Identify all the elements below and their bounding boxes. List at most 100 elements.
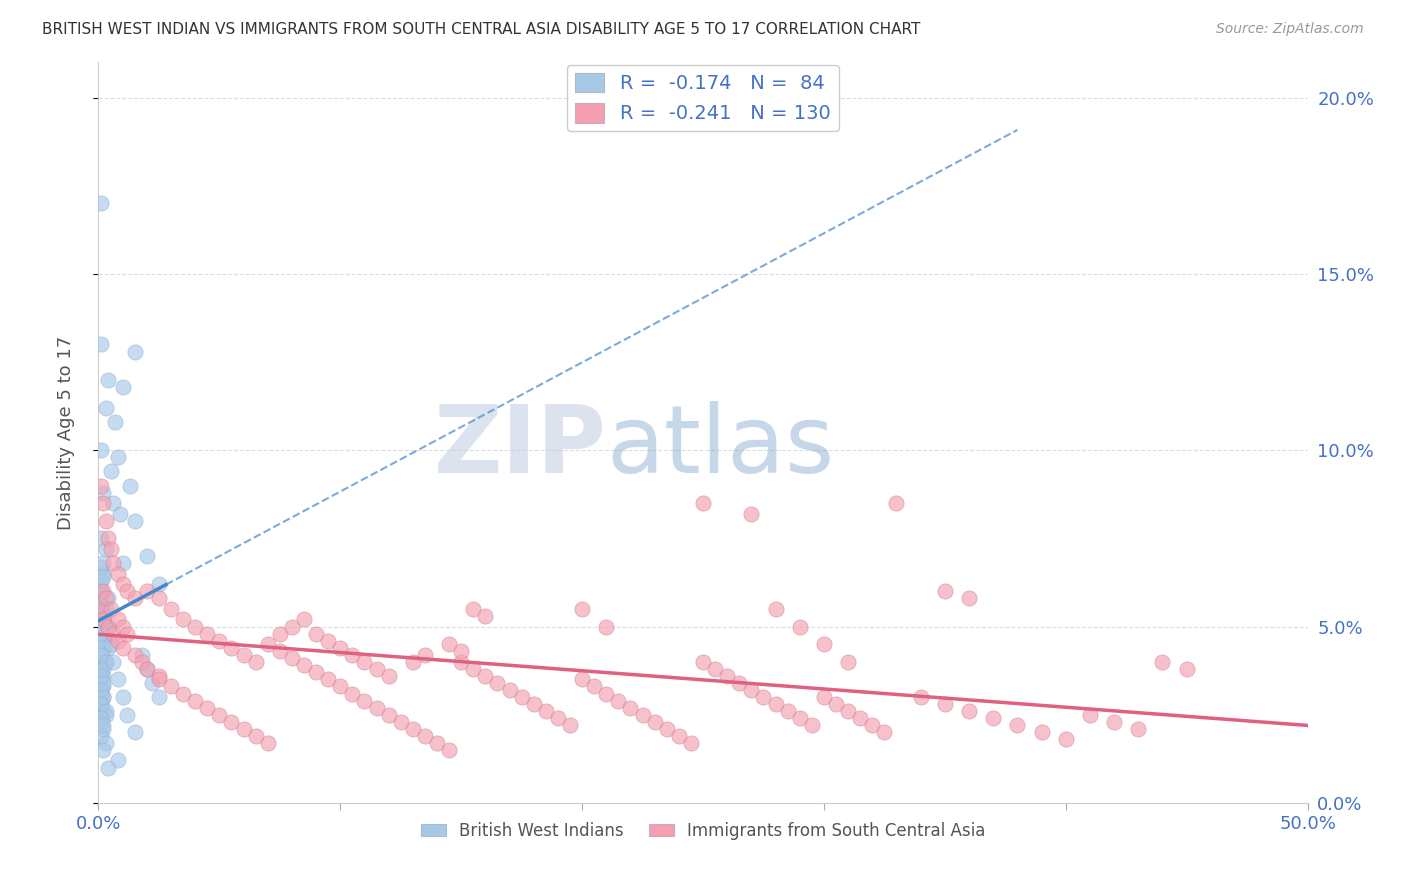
Point — [329, 680, 352, 694]
Point — [910, 690, 932, 704]
Point — [90, 729, 112, 743]
Point — [269, 644, 291, 658]
Point — [160, 680, 183, 694]
Point — [90, 602, 112, 616]
Point — [172, 612, 194, 626]
Point — [837, 704, 859, 718]
Point — [91, 704, 114, 718]
Point — [668, 729, 690, 743]
Legend: British West Indians, Immigrants from South Central Asia: British West Indians, Immigrants from So… — [413, 815, 993, 847]
Point — [342, 686, 364, 700]
Point — [97, 373, 120, 387]
Point — [692, 496, 714, 510]
Point — [292, 612, 315, 626]
Point — [776, 704, 799, 718]
Point — [148, 577, 170, 591]
Point — [474, 669, 496, 683]
Point — [426, 736, 449, 750]
Point — [1102, 714, 1125, 729]
Point — [90, 602, 112, 616]
Point — [232, 648, 254, 662]
Point — [91, 669, 114, 683]
Point — [281, 651, 304, 665]
Point — [91, 680, 114, 694]
Point — [135, 549, 157, 563]
Point — [100, 541, 122, 556]
Point — [256, 736, 278, 750]
Point — [91, 626, 114, 640]
Point — [97, 760, 120, 774]
Point — [402, 655, 425, 669]
Point — [402, 722, 425, 736]
Point — [825, 697, 848, 711]
Point — [934, 697, 956, 711]
Point — [94, 401, 117, 415]
Point — [107, 754, 129, 768]
Point — [1054, 732, 1077, 747]
Point — [752, 690, 775, 704]
Point — [91, 612, 114, 626]
Point — [813, 690, 835, 704]
Point — [232, 722, 254, 736]
Point — [124, 648, 146, 662]
Point — [90, 662, 112, 676]
Point — [789, 619, 811, 633]
Point — [91, 722, 114, 736]
Point — [450, 644, 472, 658]
Point — [104, 415, 127, 429]
Point — [269, 626, 291, 640]
Point — [366, 662, 388, 676]
Point — [124, 725, 146, 739]
Point — [97, 591, 120, 606]
Point — [413, 648, 436, 662]
Point — [195, 700, 218, 714]
Text: BRITISH WEST INDIAN VS IMMIGRANTS FROM SOUTH CENTRAL ASIA DISABILITY AGE 5 TO 17: BRITISH WEST INDIAN VS IMMIGRANTS FROM S… — [42, 22, 921, 37]
Point — [679, 736, 702, 750]
Point — [94, 704, 117, 718]
Point — [195, 626, 218, 640]
Point — [94, 541, 117, 556]
Point — [221, 640, 243, 655]
Point — [1031, 725, 1053, 739]
Point — [97, 532, 120, 546]
Point — [107, 566, 129, 581]
Point — [90, 599, 112, 613]
Point — [716, 669, 738, 683]
Point — [90, 714, 112, 729]
Point — [91, 690, 114, 704]
Point — [281, 619, 304, 633]
Point — [94, 655, 117, 669]
Point — [94, 655, 117, 669]
Point — [94, 602, 117, 616]
Point — [184, 693, 207, 707]
Point — [813, 637, 835, 651]
Point — [765, 602, 787, 616]
Point — [117, 584, 139, 599]
Point — [100, 464, 122, 478]
Point — [571, 673, 593, 687]
Point — [90, 686, 112, 700]
Point — [90, 711, 112, 725]
Point — [148, 591, 170, 606]
Point — [111, 577, 134, 591]
Point — [377, 707, 399, 722]
Point — [94, 736, 117, 750]
Point — [135, 584, 157, 599]
Point — [131, 648, 153, 662]
Point — [90, 606, 112, 620]
Point — [692, 655, 714, 669]
Point — [305, 665, 328, 680]
Point — [934, 584, 956, 599]
Point — [148, 669, 170, 683]
Point — [353, 693, 375, 707]
Point — [91, 612, 114, 626]
Point — [148, 673, 170, 687]
Point — [91, 496, 114, 510]
Point — [97, 619, 120, 633]
Point — [107, 450, 129, 465]
Point — [97, 640, 120, 655]
Point — [90, 697, 112, 711]
Point — [558, 718, 581, 732]
Point — [107, 673, 129, 687]
Point — [655, 722, 678, 736]
